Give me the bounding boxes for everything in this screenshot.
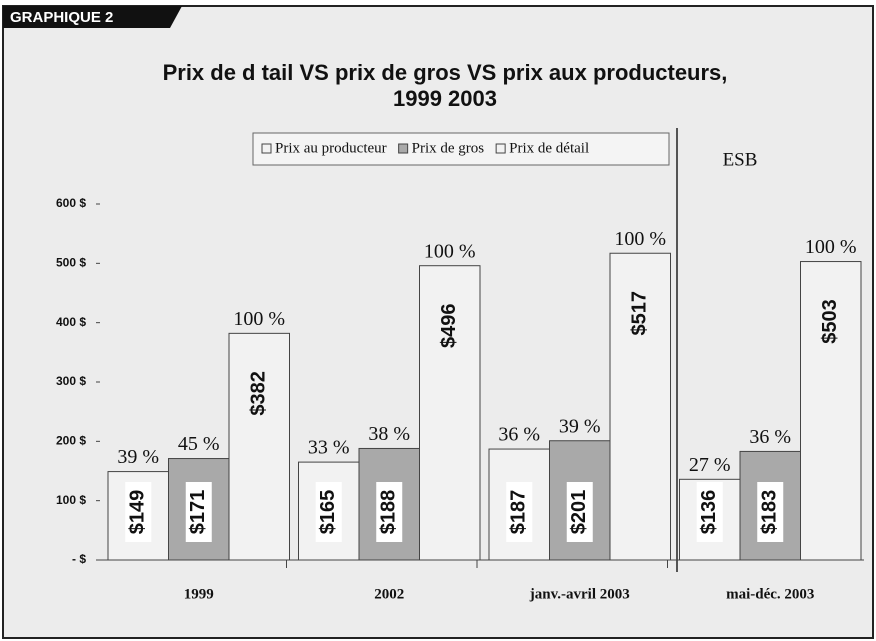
x-tick-label: mai-déc. 2003 [726, 586, 814, 602]
bar [609, 252, 671, 561]
bar [228, 332, 290, 561]
percent-label: 100 % [233, 308, 285, 330]
percent-label: 33 % [308, 437, 350, 459]
value-label: $171 [187, 490, 209, 535]
annotation: ESB [723, 149, 758, 170]
value-label-bg [696, 482, 723, 542]
value-label-bg [757, 482, 784, 542]
value-label: $183 [759, 490, 781, 535]
value-label-bg [185, 482, 212, 542]
y-tick-label: 100 $ [56, 493, 86, 507]
y-tick-label: 400 $ [56, 315, 86, 329]
percent-label: 100 % [614, 228, 666, 250]
value-label-bg [506, 482, 533, 542]
legend-label: Prix au producteur [275, 140, 387, 156]
y-tick-label: 600 $ [56, 196, 86, 210]
chart-subtitle: 1999 2003 [393, 86, 497, 111]
percent-label: 39 % [117, 446, 159, 468]
percent-label: 27 % [689, 454, 731, 476]
legend-swatch [495, 143, 506, 154]
x-tick-label: 2002 [374, 586, 404, 602]
value-label: $187 [508, 490, 530, 535]
percent-label: 45 % [178, 433, 220, 455]
value-label: $201 [568, 490, 590, 535]
value-label: $188 [378, 490, 400, 535]
percent-label: 100 % [424, 240, 476, 262]
percent-label: 39 % [559, 415, 601, 437]
chart-title: Prix de d tail VS prix de gros VS prix a… [163, 60, 728, 85]
x-tick-label: janv.-avril 2003 [529, 586, 630, 602]
legend-swatch [398, 143, 409, 154]
x-tick-label: 1999 [184, 586, 214, 602]
y-tick-label: 200 $ [56, 434, 86, 448]
value-label-bg [125, 482, 152, 542]
percent-label: 100 % [805, 236, 857, 258]
y-tick-label: - $ [72, 552, 86, 566]
value-label: $382 [248, 371, 270, 416]
y-tick-label: 500 $ [56, 256, 86, 270]
value-label-bg [566, 482, 593, 542]
bar [419, 265, 481, 561]
value-label: $149 [127, 490, 149, 535]
legend-swatch [261, 143, 272, 154]
header-tab [3, 6, 182, 28]
percent-label: 36 % [749, 426, 791, 448]
legend-label: Prix de détail [509, 140, 589, 156]
legend-box [252, 132, 670, 166]
value-label: $496 [438, 303, 460, 348]
legend-label: Prix de gros [412, 140, 485, 156]
percent-label: 36 % [498, 424, 540, 446]
y-tick-label: 300 $ [56, 374, 86, 388]
header: GRAPHIQUE 2 [10, 9, 113, 26]
value-label: $165 [317, 490, 339, 535]
value-label: $503 [819, 299, 841, 344]
bar [800, 261, 862, 561]
value-label: $517 [629, 291, 651, 336]
value-label-bg [376, 482, 403, 542]
value-label: $136 [698, 490, 720, 535]
value-label-bg [315, 482, 342, 542]
percent-label: 38 % [368, 423, 410, 445]
